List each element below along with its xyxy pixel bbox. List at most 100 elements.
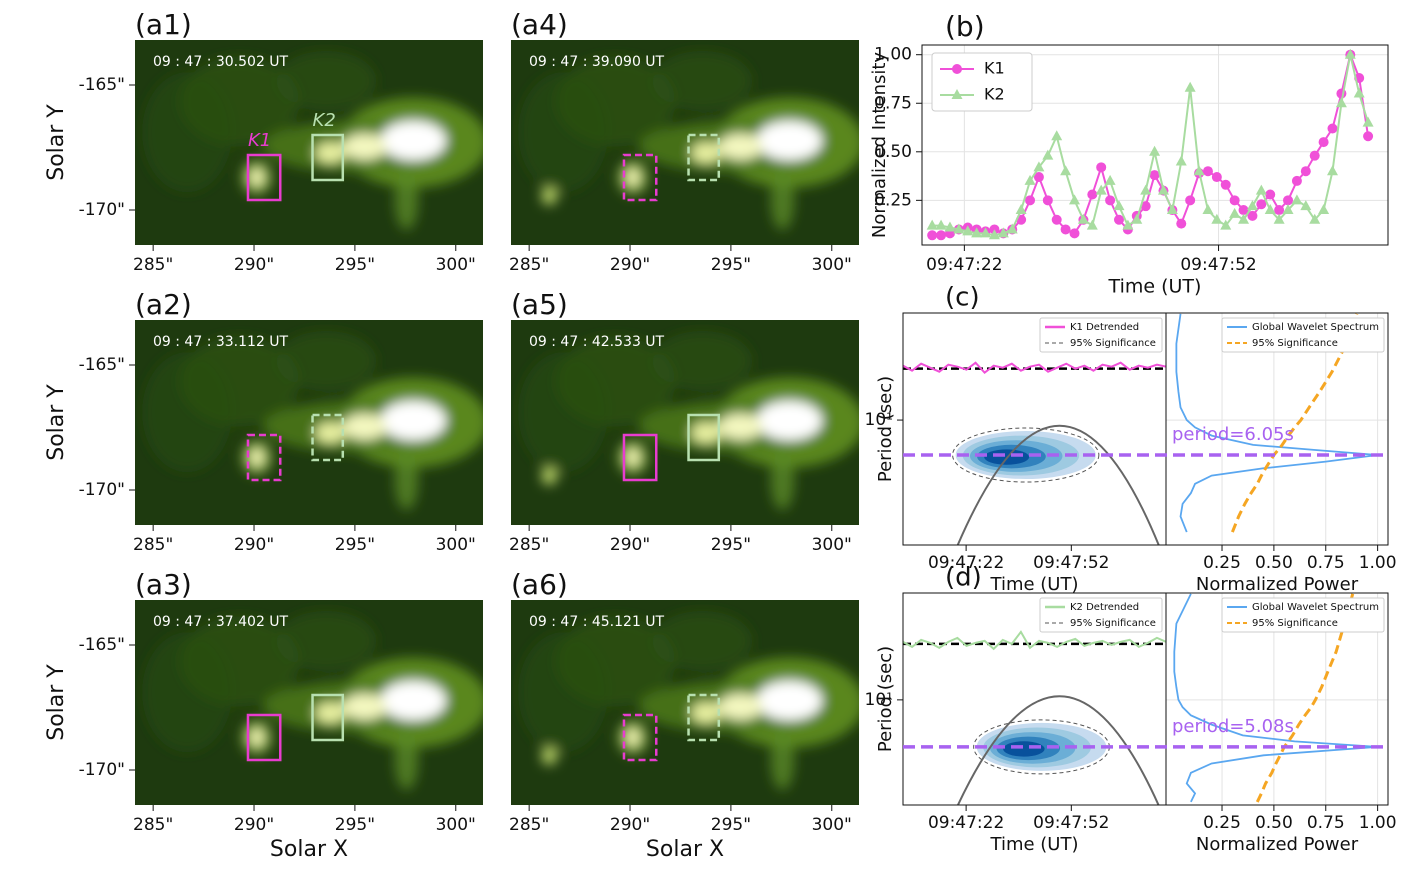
x-tick-label: 290" (610, 535, 650, 555)
region-label: K2 (313, 110, 336, 131)
bright-feature (142, 632, 233, 753)
legend-box (1221, 317, 1385, 353)
marker (1309, 150, 1320, 161)
x-tick-label: 285" (133, 815, 173, 835)
marker (1184, 81, 1196, 92)
image-blobs (142, 611, 483, 790)
marker (1318, 204, 1330, 215)
detrended-signal (903, 630, 1166, 651)
marker (1273, 213, 1285, 224)
x-tick-label: 300" (812, 255, 852, 275)
x-tick-label: 09:47:22 (928, 813, 1004, 833)
image-panel (511, 600, 859, 805)
marker (988, 229, 1000, 240)
marker (1211, 213, 1223, 224)
y-tick-label: 1.00 (874, 45, 912, 65)
panel-label: (a3) (135, 568, 192, 601)
marker (1202, 204, 1214, 215)
marker (1336, 88, 1347, 99)
bright-feature (314, 701, 345, 724)
x-tick-label: 295" (335, 255, 375, 275)
marker (1033, 161, 1045, 172)
marker (927, 230, 938, 241)
x-tick-label: 295" (711, 815, 751, 835)
region-label: K1 (248, 130, 271, 151)
marker (1086, 219, 1098, 230)
marker (1069, 228, 1080, 239)
marker (1300, 166, 1311, 177)
spectrum-line (1173, 593, 1378, 803)
legend-label: K1 Detrended (1070, 322, 1139, 333)
marker (1256, 199, 1267, 210)
bright-feature (541, 466, 558, 485)
bright-feature (690, 701, 721, 724)
y-tick-label: 0.50 (874, 142, 912, 162)
x-tick-label: 300" (436, 255, 476, 275)
marker (1238, 213, 1250, 224)
marker (1149, 145, 1161, 156)
bright-feature (276, 331, 377, 391)
legend-label: K2 (984, 85, 1005, 104)
plot-frame (1165, 592, 1389, 806)
marker (1255, 184, 1267, 195)
y-tick-label: -165" (79, 635, 125, 655)
image-blobs (142, 51, 483, 230)
marker (1025, 195, 1036, 206)
x-tick-label: 1.00 (1359, 553, 1397, 573)
image-panel (511, 320, 859, 525)
y-axis-label: Solar Y (44, 664, 69, 741)
legend-box (1221, 597, 1385, 633)
marker (1069, 194, 1081, 205)
x-tick-label: 285" (509, 815, 549, 835)
plot-frame (921, 44, 1389, 246)
marker (1113, 214, 1124, 225)
marker (1291, 194, 1303, 205)
bright-feature (314, 141, 345, 164)
bright-feature (770, 169, 795, 230)
marker (1291, 175, 1302, 186)
bright-feature (518, 72, 609, 193)
legend-label: 95% Significance (1252, 618, 1338, 629)
x-tick-label: 285" (509, 255, 549, 275)
image-panel (135, 320, 483, 525)
spectrum-line (1255, 593, 1355, 803)
x-tick-label: 290" (610, 255, 650, 275)
bright-feature (342, 693, 387, 720)
cone-of-influence (956, 424, 1160, 545)
marker (1051, 214, 1062, 225)
marker (1327, 123, 1338, 134)
x-tick-label: 295" (711, 535, 751, 555)
marker (1229, 207, 1241, 218)
region-box (246, 433, 282, 482)
bright-feature (690, 421, 721, 444)
region-box (687, 693, 721, 742)
y-tick-label: -170" (79, 760, 125, 780)
bright-feature (718, 133, 763, 160)
region-box (622, 713, 658, 762)
marker (1185, 195, 1196, 206)
image-blobs (518, 331, 859, 510)
plot-frame (1165, 312, 1389, 546)
timestamp: 09 : 47 : 39.090 UT (529, 54, 665, 70)
marker (980, 227, 992, 238)
marker (1265, 189, 1276, 200)
marker (1077, 213, 1089, 224)
bright-feature (380, 680, 447, 721)
bright-feature (770, 449, 795, 510)
x-tick-label: 0.50 (1255, 813, 1293, 833)
image-blobs (518, 611, 859, 790)
y-axis-label: Normalized Intensity (869, 52, 890, 238)
marker (1283, 195, 1294, 206)
panel-label: (a2) (135, 288, 192, 321)
y-tick-label: 10¹ (865, 690, 893, 710)
marker (1060, 165, 1072, 176)
marker (953, 223, 965, 234)
marker (1149, 170, 1160, 181)
x-tick-label: 285" (133, 255, 173, 275)
marker (1060, 224, 1071, 235)
marker (1318, 137, 1329, 148)
region-box (311, 693, 345, 742)
marker (1033, 172, 1044, 183)
timestamp: 09 : 47 : 33.112 UT (153, 334, 289, 350)
